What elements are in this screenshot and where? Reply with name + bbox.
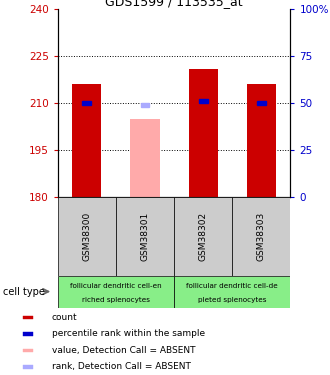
Bar (82, 101, 91, 105)
Text: GSM38301: GSM38301 (141, 211, 149, 261)
Title: GDS1599 / 113535_at: GDS1599 / 113535_at (105, 0, 243, 8)
Text: percentile rank within the sample: percentile rank within the sample (51, 330, 205, 339)
Text: value, Detection Call = ABSENT: value, Detection Call = ABSENT (51, 346, 195, 355)
Text: riched splenocytes: riched splenocytes (82, 297, 150, 303)
Text: follicular dendritic cell-en: follicular dendritic cell-en (70, 283, 162, 289)
Bar (174, 276, 290, 308)
Bar (23, 316, 33, 320)
Bar (247, 84, 276, 197)
Bar (23, 365, 33, 369)
Bar (116, 197, 174, 276)
Bar (58, 197, 116, 276)
Bar (72, 84, 101, 197)
Bar (199, 99, 208, 104)
Bar (257, 101, 266, 105)
Text: cell type: cell type (3, 286, 45, 297)
Bar (23, 332, 33, 336)
Bar (130, 119, 159, 197)
Text: GSM38303: GSM38303 (257, 211, 266, 261)
Bar (23, 349, 33, 352)
Text: GSM38302: GSM38302 (199, 211, 208, 261)
Text: GSM38300: GSM38300 (82, 211, 91, 261)
Bar (189, 69, 218, 197)
Text: rank, Detection Call = ABSENT: rank, Detection Call = ABSENT (51, 362, 190, 371)
Bar (58, 276, 174, 308)
Text: pleted splenocytes: pleted splenocytes (198, 297, 267, 303)
Text: count: count (51, 313, 77, 322)
Bar (141, 103, 149, 107)
Bar (232, 197, 290, 276)
Text: follicular dendritic cell-de: follicular dendritic cell-de (186, 283, 278, 289)
Bar (174, 197, 232, 276)
